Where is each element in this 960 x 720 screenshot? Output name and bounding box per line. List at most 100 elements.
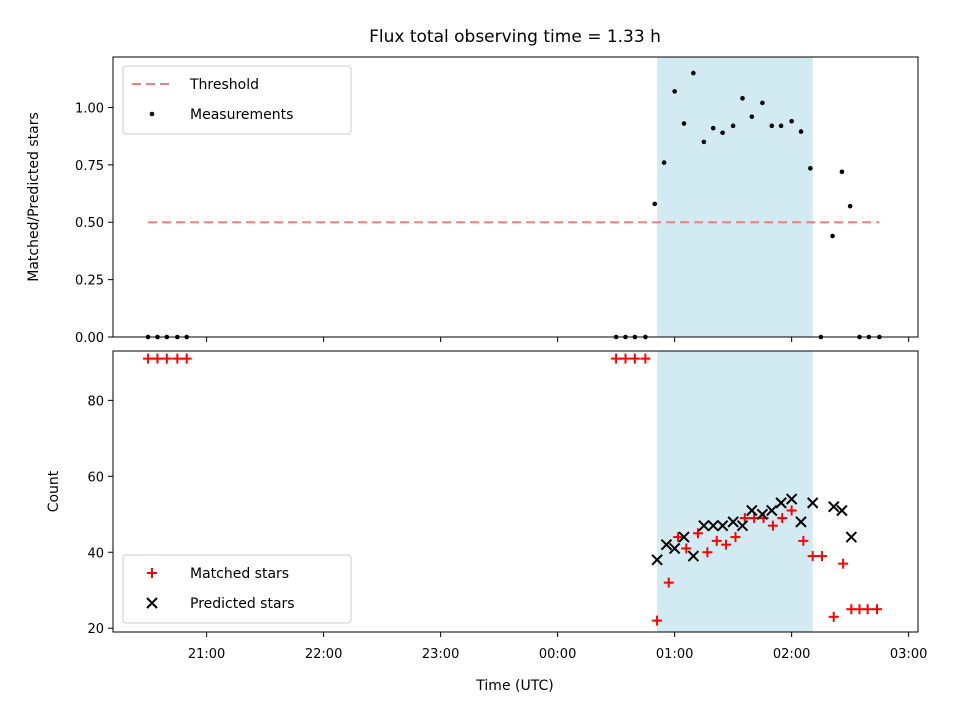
data-point <box>872 604 883 615</box>
y-tick-label: 0.75 <box>75 159 104 174</box>
data-point <box>710 125 716 131</box>
data-point <box>777 513 788 524</box>
legend-marker-swatch <box>146 597 158 609</box>
data-point <box>181 353 192 364</box>
legend-entry: Measurements <box>149 107 293 123</box>
x-tick-label: 22:00 <box>305 647 342 662</box>
legend-box <box>122 65 352 135</box>
data-point <box>727 516 739 528</box>
legend-entry: Matched stars <box>147 566 289 582</box>
data-point <box>702 547 713 558</box>
y-tick-label: 1.00 <box>75 101 104 116</box>
x-tick-label: 23:00 <box>422 647 459 662</box>
data-point <box>767 520 778 531</box>
data-point <box>711 535 722 546</box>
x-tick-label: 01:00 <box>656 647 693 662</box>
data-point <box>760 100 765 106</box>
data-point <box>678 531 690 543</box>
data-point <box>839 169 845 175</box>
y-tick-label: 0.25 <box>75 274 104 289</box>
legend-marker-swatch <box>149 111 155 117</box>
shaded-interval-rect <box>657 57 813 337</box>
data-point <box>693 528 704 539</box>
y-tick-label: 0.50 <box>75 216 104 231</box>
legend-marker-swatch <box>147 568 157 578</box>
data-point <box>828 611 839 622</box>
y-tick-label: 60 <box>87 470 104 485</box>
bottom-legend: Matched stars Predicted stars <box>122 554 352 624</box>
legend-label: Threshold <box>189 77 259 93</box>
bottom-y-axis-label: Count <box>46 470 62 512</box>
x-tick-label: 00:00 <box>539 647 576 662</box>
data-point <box>798 535 809 546</box>
data-point <box>798 129 804 134</box>
data-point <box>161 353 172 364</box>
data-point <box>795 516 807 528</box>
x-axis-label: Time (UTC) <box>475 678 553 694</box>
data-point <box>611 353 622 364</box>
data-point <box>789 118 794 124</box>
data-point <box>739 513 750 524</box>
data-point <box>730 123 736 129</box>
legend-box <box>122 554 352 624</box>
top-y-ticks: 0.00 0.25 0.50 0.75 1.00 <box>75 101 113 346</box>
data-point <box>660 538 673 551</box>
data-point <box>691 70 696 76</box>
data-point <box>862 604 873 615</box>
data-point <box>720 130 725 136</box>
data-point <box>838 558 849 569</box>
data-point <box>663 577 674 588</box>
legend-entry: Threshold <box>132 77 259 93</box>
data-point <box>830 233 835 239</box>
data-point <box>701 139 707 145</box>
data-point <box>152 353 163 364</box>
data-point <box>786 505 797 516</box>
data-point <box>673 532 684 543</box>
data-point <box>721 539 732 550</box>
data-point <box>736 519 749 532</box>
shaded-interval-rect <box>657 351 813 632</box>
data-point <box>778 123 784 129</box>
data-point <box>652 201 658 207</box>
chart-title: Flux total observing time = 1.33 h <box>369 27 661 47</box>
data-point <box>730 532 741 543</box>
bottom-shaded-interval <box>657 351 813 632</box>
top-y-axis-label: Matched/Predicted stars <box>26 112 42 282</box>
data-point <box>847 203 853 209</box>
top-shaded-interval <box>657 57 813 337</box>
data-point <box>652 615 663 626</box>
y-tick-label: 80 <box>87 394 104 409</box>
x-tick-label: 03:00 <box>890 647 927 662</box>
data-point <box>806 497 819 509</box>
top-x-ticks <box>206 337 910 342</box>
legend-label: Matched stars <box>190 566 289 582</box>
data-point <box>681 543 692 554</box>
data-point <box>716 519 729 532</box>
bottom-y-ticks: 20 40 60 80 <box>87 394 113 637</box>
y-tick-label: 0.00 <box>75 331 104 346</box>
x-tick-label: 02:00 <box>773 647 810 662</box>
data-point <box>172 353 183 364</box>
y-tick-label: 40 <box>87 546 104 561</box>
data-point <box>775 497 787 509</box>
legend-label: Measurements <box>190 107 293 123</box>
data-point <box>769 123 775 129</box>
top-panel: 0.00 0.25 0.50 0.75 1.00 Matched/Predicted s… <box>26 56 919 346</box>
data-point <box>681 121 687 126</box>
data-point <box>661 160 667 165</box>
legend-label: Predicted stars <box>190 596 295 612</box>
data-point <box>629 353 640 364</box>
data-point <box>698 519 710 532</box>
y-tick-label: 20 <box>87 622 104 637</box>
data-point <box>668 542 681 555</box>
bottom-axes-frame <box>112 350 919 633</box>
data-point <box>687 550 700 562</box>
data-point <box>749 114 755 119</box>
data-point <box>640 353 651 364</box>
data-point <box>828 500 840 513</box>
series-predicted-stars <box>651 493 858 566</box>
data-point <box>620 353 631 364</box>
data-point <box>740 96 745 101</box>
bottom-series-layer <box>143 353 883 626</box>
